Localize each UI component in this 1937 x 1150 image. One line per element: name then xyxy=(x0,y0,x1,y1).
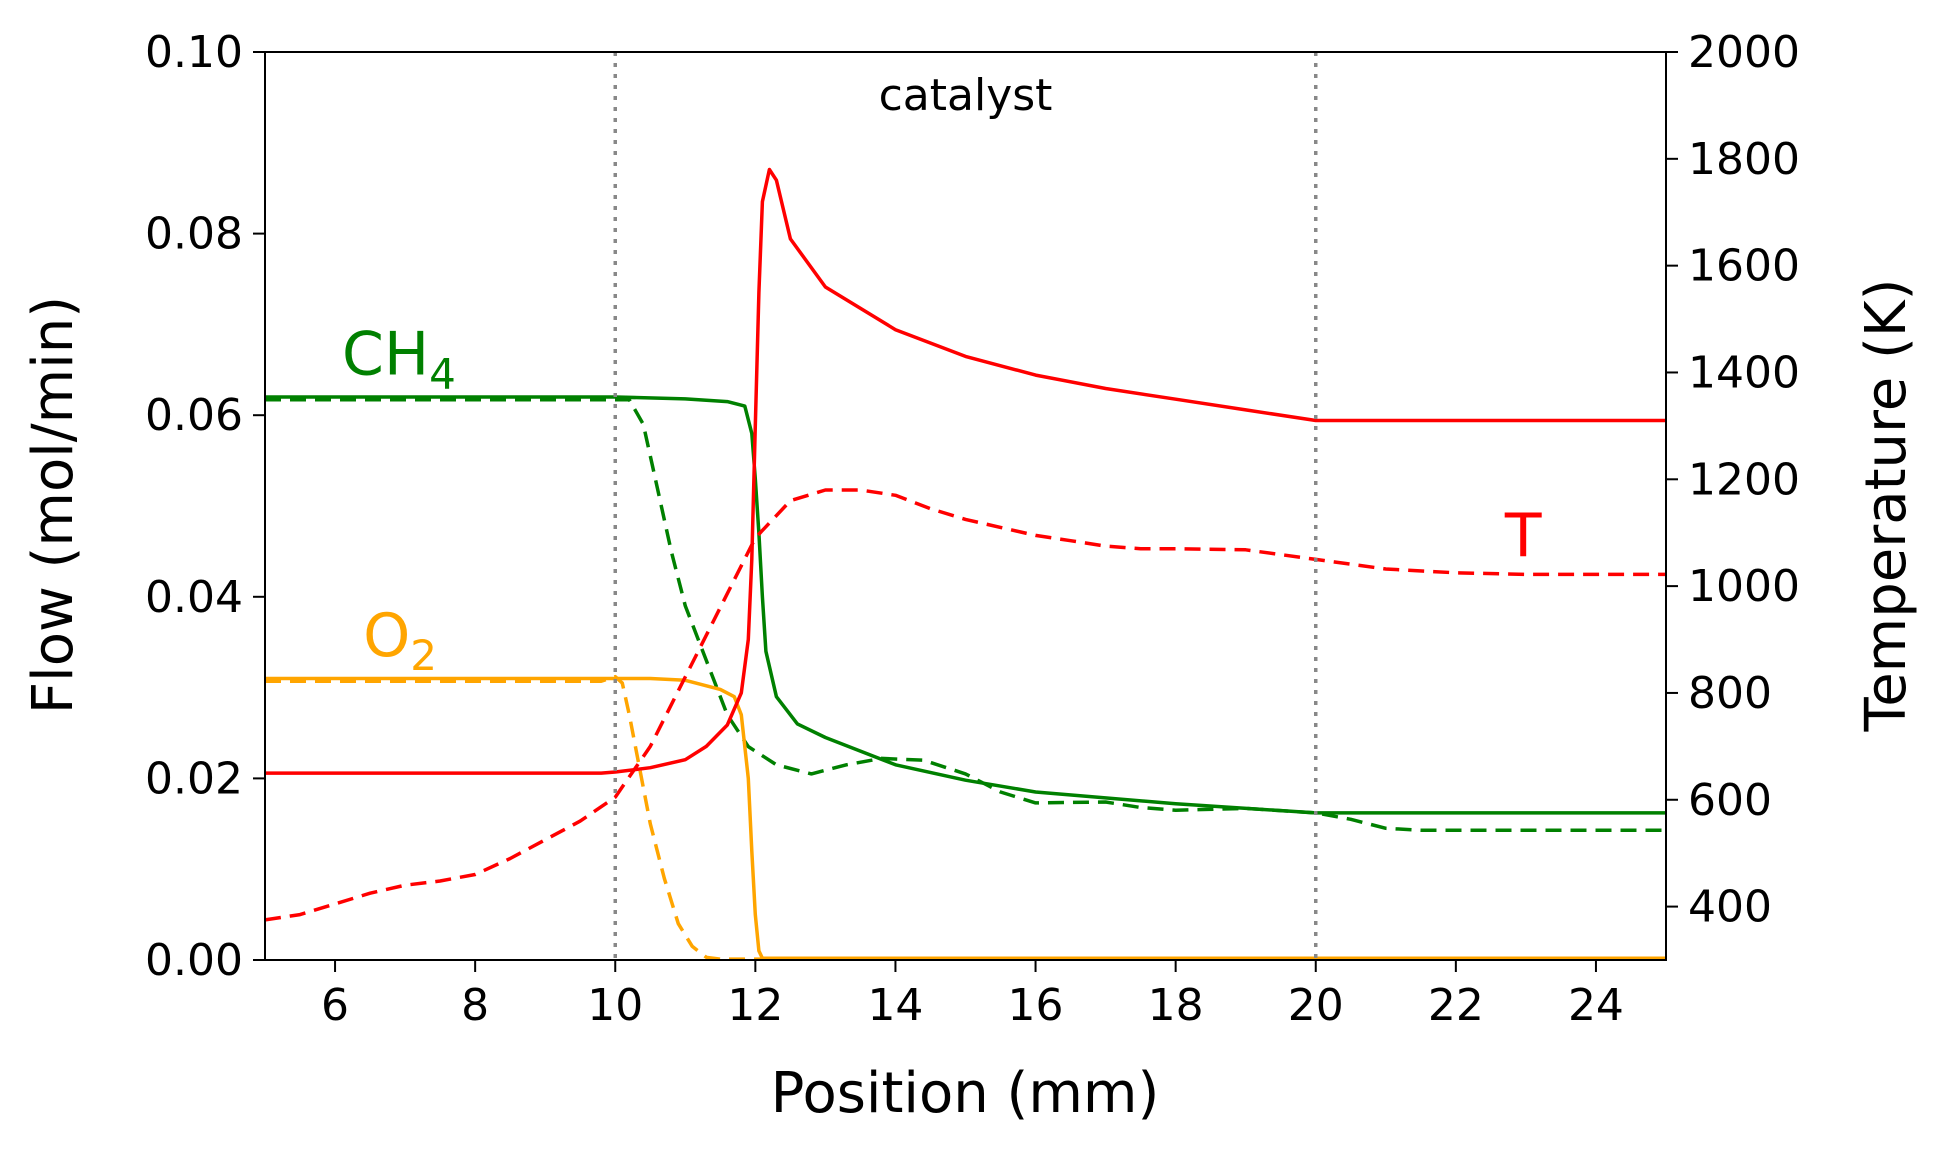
x-tick-label: 16 xyxy=(1008,980,1064,1031)
series-ch4-solid xyxy=(265,395,1666,815)
t-annotation: T xyxy=(1504,501,1542,571)
right-tick-label: 2000 xyxy=(1688,27,1800,78)
x-tick-label: 6 xyxy=(321,980,349,1031)
right-tick-label: 1400 xyxy=(1688,347,1800,398)
x-tick-label: 8 xyxy=(461,980,489,1031)
series-t-solid xyxy=(265,167,1666,775)
right-tick-label: 600 xyxy=(1688,775,1772,826)
catalyst-guides xyxy=(613,52,1318,960)
x-tick-label: 14 xyxy=(867,980,923,1031)
x-tick-label: 10 xyxy=(587,980,643,1031)
ch4-annotation-subscript: 4 xyxy=(429,349,456,398)
x-tick-label: 18 xyxy=(1148,980,1204,1031)
ch4-annotation-base: CH xyxy=(342,319,429,389)
x-axis-ticks: 6 8 10 12 14 16 18 20 22 24 xyxy=(321,960,1624,1031)
left-tick-label: 0.08 xyxy=(145,209,243,260)
plot-frame xyxy=(264,51,1667,961)
ch4-annotation: CH4 xyxy=(342,319,456,398)
right-tick-label: 1800 xyxy=(1688,134,1800,185)
catalyst-label: catalyst xyxy=(879,70,1053,121)
series-o2-dashed xyxy=(265,674,1666,961)
left-tick-label: 0.00 xyxy=(145,935,243,986)
right-tick-label: 1000 xyxy=(1688,561,1800,612)
left-tick-label: 0.02 xyxy=(145,753,243,804)
right-tick-label: 1600 xyxy=(1688,241,1800,292)
series-ch4-dashed xyxy=(265,398,1666,832)
x-tick-label: 20 xyxy=(1288,980,1344,1031)
series-layer xyxy=(264,167,1666,961)
left-axis-label: Flow (mol/min) xyxy=(21,296,86,714)
left-axis-ticks: 0.00 0.02 0.04 0.06 0.08 0.10 xyxy=(145,27,265,986)
right-tick-label: 800 xyxy=(1688,668,1772,719)
right-tick-label: 1200 xyxy=(1688,454,1800,505)
series-t-dashed xyxy=(264,488,1666,922)
series-o2-solid xyxy=(265,676,1666,960)
right-tick-label: 400 xyxy=(1688,882,1772,933)
x-tick-label: 12 xyxy=(727,980,783,1031)
x-axis-label: Position (mm) xyxy=(771,1061,1160,1126)
o2-annotation-subscript: 2 xyxy=(410,631,437,680)
o2-annotation: O2 xyxy=(363,601,437,680)
x-tick-label: 24 xyxy=(1568,980,1624,1031)
left-tick-label: 0.10 xyxy=(145,27,243,78)
left-tick-label: 0.06 xyxy=(145,390,243,441)
right-axis-label: Temperature (K) xyxy=(1854,279,1919,733)
o2-annotation-base: O xyxy=(363,601,410,671)
x-tick-label: 22 xyxy=(1428,980,1484,1031)
right-axis-ticks: 400 600 800 1000 1200 1400 1600 1800 2000 xyxy=(1666,27,1800,933)
left-tick-label: 0.04 xyxy=(145,572,243,623)
